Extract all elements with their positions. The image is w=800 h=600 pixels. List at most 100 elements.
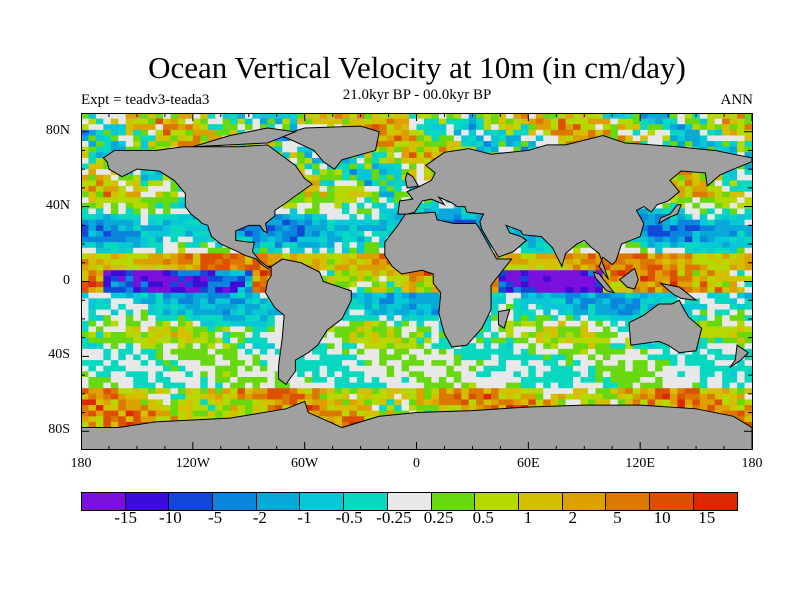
- field-cell: [237, 113, 246, 120]
- field-cell: [461, 219, 470, 226]
- field-cell: [394, 326, 403, 333]
- field-cell: [170, 230, 179, 238]
- field-cell: [505, 309, 514, 316]
- field-cell: [207, 393, 216, 400]
- field-cell: [334, 337, 343, 344]
- field-cell: [498, 348, 507, 356]
- field-cell: [692, 197, 701, 204]
- field-cell: [401, 169, 410, 176]
- field-cell: [237, 388, 246, 395]
- field-cell: [379, 163, 388, 170]
- field-cell: [565, 354, 574, 361]
- field-cell: [744, 416, 753, 423]
- field-cell: [528, 343, 537, 350]
- field-cell: [282, 141, 291, 148]
- field-cell: [558, 343, 567, 350]
- field-cell: [379, 270, 388, 277]
- field-cell: [714, 202, 723, 209]
- field-cell: [461, 393, 470, 400]
- field-cell: [215, 303, 224, 311]
- field-cell: [431, 146, 440, 153]
- field-cell: [110, 197, 119, 204]
- field-cell: [230, 332, 239, 339]
- field-cell: [409, 141, 417, 148]
- field-cell: [655, 270, 664, 277]
- field-cell: [222, 292, 231, 299]
- field-cell: [267, 399, 276, 406]
- field-cell: [401, 348, 410, 356]
- field-cell: [416, 337, 425, 344]
- field-cell: [647, 371, 656, 378]
- field-cell: [729, 320, 738, 327]
- field-cell: [81, 202, 89, 209]
- field-cell: [118, 113, 127, 120]
- field-cell: [498, 281, 507, 288]
- field-cell: [543, 298, 552, 305]
- field-cell: [81, 146, 89, 153]
- field-cell: [207, 410, 216, 417]
- field-cell: [192, 129, 201, 136]
- field-cell: [267, 230, 276, 238]
- field-cell: [535, 382, 544, 389]
- field-cell: [327, 343, 335, 350]
- field-cell: [699, 382, 708, 389]
- field-cell: [170, 135, 179, 142]
- field-cell: [416, 141, 425, 148]
- field-cell: [565, 270, 574, 277]
- field-cell: [476, 337, 485, 344]
- field-cell: [431, 124, 440, 131]
- field-cell: [610, 376, 619, 384]
- field-cell: [491, 388, 500, 395]
- field-cell: [744, 174, 753, 181]
- field-cell: [371, 365, 380, 372]
- field-cell: [140, 326, 149, 333]
- field-cell: [95, 405, 104, 412]
- field-cell: [379, 376, 388, 384]
- field-cell: [520, 124, 529, 131]
- field-cell: [289, 118, 298, 125]
- field-cell: [558, 303, 567, 311]
- field-cell: [669, 214, 678, 221]
- field-cell: [364, 281, 373, 288]
- field-cell: [140, 124, 149, 131]
- field-cell: [394, 405, 403, 412]
- field-cell: [245, 371, 253, 378]
- field-cell: [714, 393, 723, 400]
- field-cell: [379, 169, 388, 176]
- field-cell: [95, 180, 104, 187]
- field-cell: [364, 214, 373, 221]
- field-cell: [81, 410, 89, 417]
- field-cell: [505, 253, 514, 260]
- field-cell: [185, 303, 194, 311]
- field-cell: [647, 135, 656, 142]
- field-cell: [640, 264, 649, 271]
- field-cell: [625, 382, 634, 389]
- field-cell: [483, 337, 492, 344]
- field-cell: [88, 337, 97, 344]
- field-cell: [259, 326, 268, 333]
- field-cell: [222, 303, 231, 311]
- field-cell: [662, 129, 671, 136]
- field-cell: [461, 208, 470, 215]
- field-cell: [662, 208, 671, 215]
- field-cell: [737, 124, 746, 131]
- field-cell: [95, 393, 104, 400]
- field-cell: [319, 180, 328, 187]
- field-cell: [259, 141, 268, 148]
- field-cell: [319, 202, 328, 209]
- field-cell: [416, 118, 425, 125]
- field-cell: [722, 388, 731, 395]
- field-cell: [587, 264, 596, 271]
- field-cell: [140, 303, 149, 311]
- field-cell: [401, 320, 410, 327]
- field-cell: [371, 202, 380, 209]
- field-cell: [737, 416, 746, 423]
- field-cell: [222, 253, 231, 260]
- field-cell: [88, 270, 97, 277]
- field-cell: [491, 405, 500, 412]
- field-cell: [386, 264, 395, 271]
- field-cell: [550, 354, 559, 361]
- field-cell: [423, 292, 432, 299]
- field-cell: [237, 365, 246, 372]
- field-cell: [491, 141, 500, 148]
